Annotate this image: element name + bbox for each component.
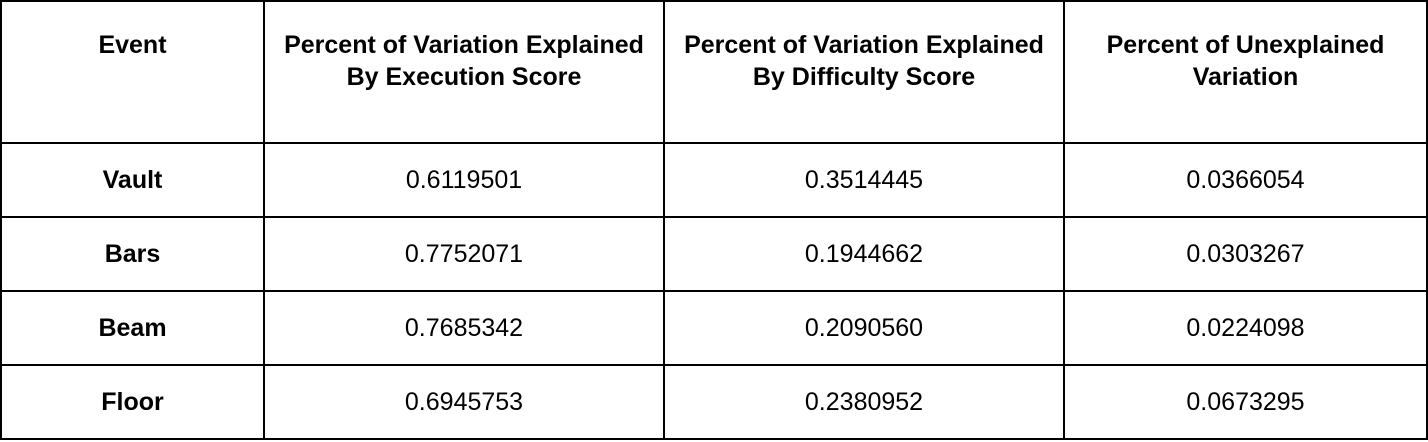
table-row: Floor 0.6945753 0.2380952 0.0673295 [0, 364, 1428, 440]
event-cell: Beam [0, 290, 265, 366]
event-cell: Floor [0, 364, 265, 440]
table-row: Vault 0.6119501 0.3514445 0.0366054 [0, 142, 1428, 218]
unexplained-cell: 0.0366054 [1063, 142, 1428, 218]
table-header-row: Event Percent of Variation Explained By … [0, 0, 1428, 144]
execution-cell: 0.7752071 [263, 216, 665, 292]
difficulty-cell: 0.1944662 [663, 216, 1065, 292]
difficulty-cell: 0.2090560 [663, 290, 1065, 366]
header-event: Event [0, 0, 265, 144]
event-cell: Bars [0, 216, 265, 292]
difficulty-cell: 0.2380952 [663, 364, 1065, 440]
unexplained-cell: 0.0303267 [1063, 216, 1428, 292]
execution-cell: 0.6119501 [263, 142, 665, 218]
header-execution-variation: Percent of Variation Explained By Execut… [263, 0, 665, 144]
unexplained-cell: 0.0224098 [1063, 290, 1428, 366]
header-unexplained-variation: Percent of Unexplained Variation [1063, 0, 1428, 144]
execution-cell: 0.6945753 [263, 364, 665, 440]
header-difficulty-variation: Percent of Variation Explained By Diffic… [663, 0, 1065, 144]
unexplained-cell: 0.0673295 [1063, 364, 1428, 440]
difficulty-cell: 0.3514445 [663, 142, 1065, 218]
table-row: Bars 0.7752071 0.1944662 0.0303267 [0, 216, 1428, 292]
execution-cell: 0.7685342 [263, 290, 665, 366]
event-cell: Vault [0, 142, 265, 218]
table-row: Beam 0.7685342 0.2090560 0.0224098 [0, 290, 1428, 366]
